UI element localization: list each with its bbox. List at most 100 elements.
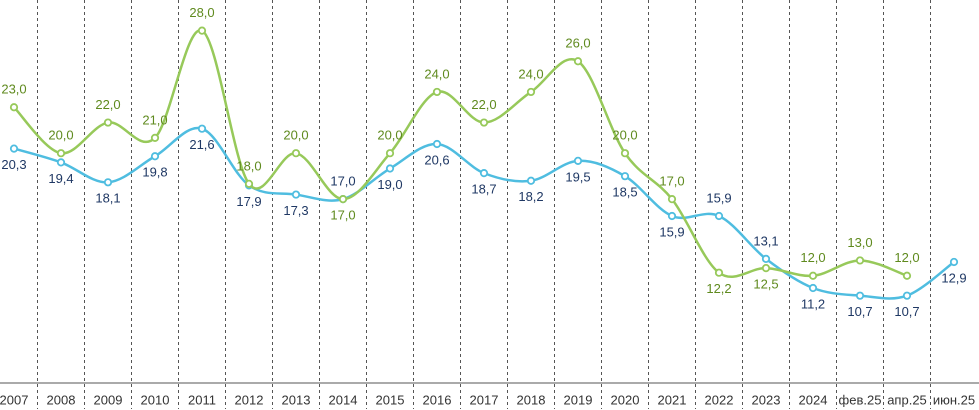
data-label: 21,6 — [189, 137, 214, 152]
point — [902, 271, 912, 280]
point — [949, 257, 959, 267]
data-label: 18,0 — [236, 158, 261, 173]
point — [338, 195, 348, 204]
x-tick-label: июн.25 — [933, 392, 975, 407]
data-label: 18,5 — [612, 185, 637, 200]
point — [573, 57, 583, 66]
data-label: 18,1 — [95, 191, 120, 206]
data-label: 17,9 — [236, 194, 261, 209]
x-tick-label: апр.25 — [887, 392, 927, 407]
point — [526, 87, 536, 97]
point — [385, 149, 395, 158]
data-label: 12,5 — [753, 277, 778, 292]
x-tick-label: 2014 — [329, 392, 358, 407]
x-tick-label: 2022 — [705, 392, 734, 407]
point — [620, 172, 630, 181]
x-tick-label: 2016 — [423, 392, 452, 407]
point — [714, 211, 724, 221]
data-label: 22,0 — [95, 97, 120, 112]
data-label: 21,0 — [142, 112, 167, 127]
x-tick-label: 2011 — [188, 392, 216, 407]
point — [573, 156, 583, 165]
x-tick-label: 2012 — [235, 392, 264, 407]
data-label: 19,8 — [142, 165, 167, 180]
point — [197, 124, 207, 133]
point — [56, 149, 66, 158]
point — [808, 283, 818, 293]
point — [667, 195, 677, 204]
point — [855, 256, 865, 265]
x-tick-label: 2017 — [470, 392, 499, 407]
data-label: 20,0 — [377, 128, 402, 143]
data-label: 12,9 — [941, 270, 966, 285]
point — [103, 178, 113, 187]
point — [902, 291, 912, 300]
point — [9, 103, 19, 112]
data-label: 23,0 — [1, 82, 26, 97]
data-label: 10,7 — [847, 304, 872, 319]
data-label: 20,0 — [48, 128, 73, 143]
point — [9, 144, 19, 153]
data-label: 19,4 — [48, 171, 73, 186]
data-label: 17,0 — [330, 174, 355, 189]
data-label: 20,3 — [1, 157, 26, 172]
data-label: 24,0 — [424, 66, 449, 81]
data-label: 24,0 — [518, 66, 543, 81]
data-label: 20,6 — [424, 152, 449, 167]
x-tick-label: 2007 — [0, 392, 28, 407]
point — [385, 164, 395, 173]
x-tick-label: 2021 — [658, 392, 687, 407]
data-label: 13,0 — [847, 235, 872, 250]
data-label: 20,0 — [612, 128, 637, 143]
data-label: 20,0 — [283, 128, 308, 143]
data-label: 17,0 — [330, 208, 355, 223]
point — [150, 133, 160, 142]
data-label: 15,9 — [659, 224, 684, 239]
point — [479, 118, 489, 127]
x-tick-label: 2013 — [282, 392, 311, 407]
data-label: 13,1 — [753, 233, 778, 248]
x-tick-label: 2015 — [376, 392, 405, 407]
data-label: 12,0 — [800, 250, 825, 265]
point — [244, 179, 254, 188]
point — [103, 118, 113, 127]
point — [432, 87, 442, 97]
data-label: 18,7 — [471, 182, 496, 197]
data-label: 22,0 — [471, 97, 496, 112]
point — [432, 139, 442, 149]
x-tick-label: 2018 — [517, 392, 546, 407]
data-label: 26,0 — [565, 36, 590, 51]
point — [291, 149, 301, 158]
x-tick-label: 2009 — [94, 392, 123, 407]
data-label: 12,0 — [894, 250, 919, 265]
x-tick-label: 2019 — [564, 392, 593, 407]
point — [714, 268, 724, 277]
point — [150, 152, 160, 161]
point — [808, 271, 818, 280]
x-tick-label: 2010 — [141, 392, 170, 407]
data-label: 11,2 — [801, 296, 825, 311]
data-label: 18,2 — [518, 189, 543, 204]
point — [56, 158, 66, 167]
data-label: 17,0 — [659, 174, 684, 189]
data-label: 28,0 — [189, 5, 214, 20]
data-label: 12,2 — [706, 281, 731, 296]
point — [855, 291, 865, 300]
x-tick-label: 2023 — [752, 392, 781, 407]
data-label: 19,0 — [377, 177, 402, 192]
x-tick-label: фев.25 — [839, 392, 882, 407]
x-tick-label: 2008 — [47, 392, 76, 407]
point — [479, 169, 489, 178]
data-label: 19,5 — [565, 169, 590, 184]
point — [526, 176, 536, 185]
data-label: 15,9 — [706, 190, 731, 205]
x-tick-label: 2020 — [611, 392, 640, 407]
point — [667, 211, 677, 221]
point — [291, 190, 301, 199]
data-label: 17,3 — [283, 203, 308, 218]
point — [761, 263, 771, 273]
point — [197, 26, 207, 35]
point — [620, 149, 630, 158]
point — [761, 254, 771, 264]
